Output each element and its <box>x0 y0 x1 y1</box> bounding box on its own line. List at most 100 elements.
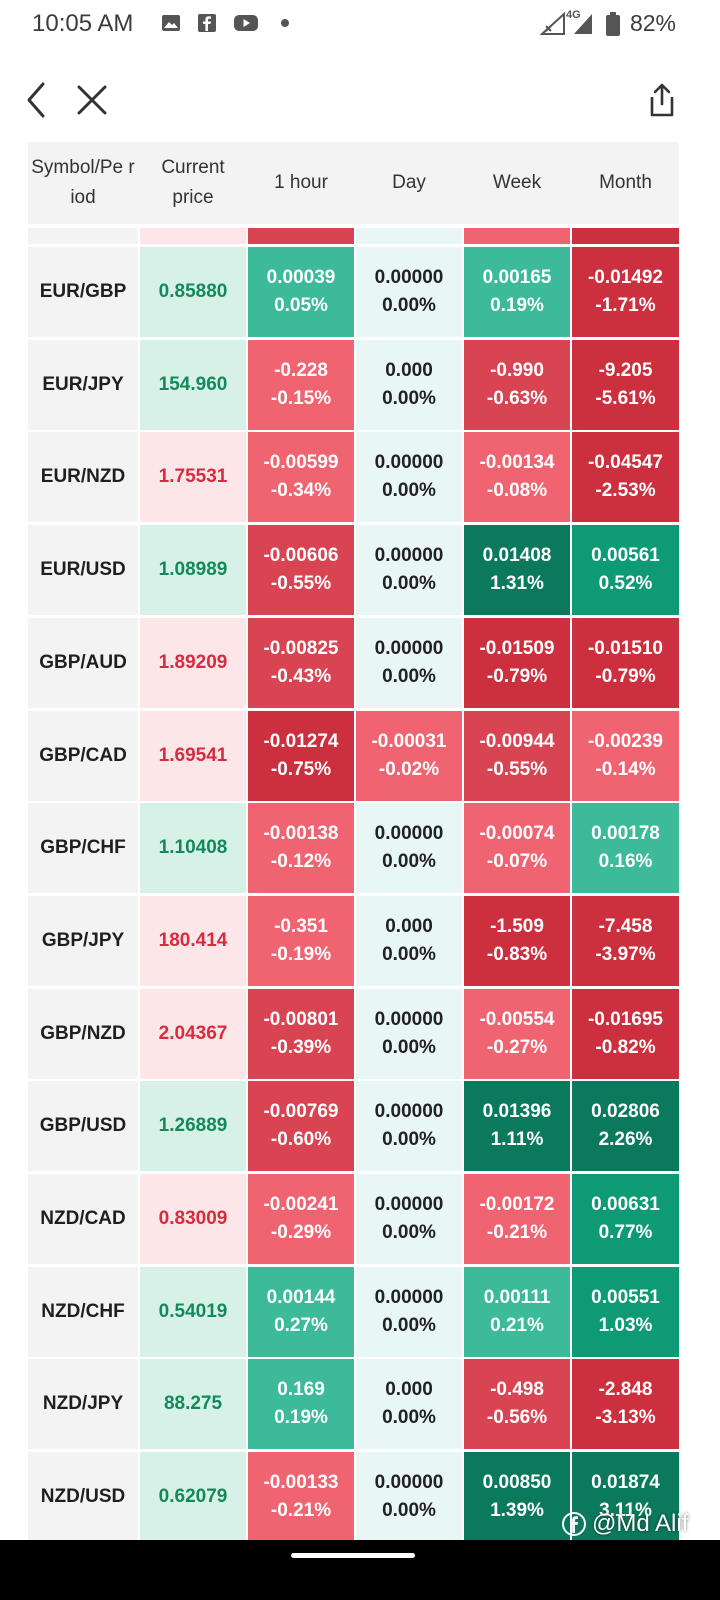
watermark-text: @Md Alif <box>592 1510 689 1537</box>
table-row[interactable]: EUR/GBP 0.85880 0.00039 0.05% 0.00000 0.00% 0.… <box>28 247 679 337</box>
close-button[interactable] <box>70 78 114 122</box>
change-value: 0.01396 <box>482 1101 552 1123</box>
facebook-logo-icon <box>562 1512 586 1536</box>
status-right: 4G 82% <box>539 8 676 37</box>
price-cell: 0.62079 <box>140 1452 246 1540</box>
change-percent: -0.07% <box>486 851 548 873</box>
change-percent: 1.39% <box>490 1500 544 1522</box>
battery-percentage: 82% <box>629 10 676 36</box>
table-row[interactable]: NZD/CHF 0.54019 0.00144 0.27% 0.00000 0.00% 0.… <box>28 1266 679 1357</box>
change-value: 0.00000 <box>374 1472 444 1494</box>
header-week[interactable]: Week <box>492 172 542 193</box>
table-row[interactable]: EUR/JPY 154.960 -0.228 -0.15% 0.000 0.00% -0.9… <box>28 339 679 430</box>
hour-change-cell: -0.00599 -0.34% <box>248 432 354 523</box>
header-1-hour[interactable]: 1 hour <box>274 172 328 193</box>
table-row[interactable]: EUR/USD 1.08989 -0.00606 -0.55% 0.00000 0.00%… <box>28 525 679 616</box>
change-value: 0.85880 <box>158 281 228 302</box>
hour-change-cell: -0.00801 -0.39% <box>248 988 354 1079</box>
day-change-cell: 0.00000 0.00% <box>356 617 462 708</box>
change-value: GBP/CAD <box>39 744 127 766</box>
table-row[interactable]: GBP/USD 1.26889 -0.00769 -0.60% 0.00000 0.00%… <box>28 1081 679 1172</box>
change-value: 0.00000 <box>374 1194 444 1215</box>
change-percent: 0.52% <box>598 573 653 595</box>
change-value: 0.00000 <box>374 1008 444 1030</box>
symbol-cell: GBP/AUD <box>28 617 138 708</box>
change-value: -0.00134 <box>479 452 555 474</box>
price-cell: 180.414 <box>140 895 246 986</box>
symbol-cell: GBP/CHF <box>28 803 138 894</box>
month-change-cell: -0.01510 -0.79% <box>572 617 679 708</box>
day-change-cell: 0.00000 0.00% <box>356 1452 462 1540</box>
header-symbol[interactable]: Symbol/Pe riod <box>31 157 135 208</box>
header-month[interactable]: Month <box>599 172 652 193</box>
day-change-cell: 0.00000 0.00% <box>356 432 462 523</box>
hour-change-cell: -0.00769 -0.60% <box>248 1081 354 1172</box>
change-value: 0.00144 <box>266 1286 336 1308</box>
change-value: -0.00138 <box>263 823 339 845</box>
hour-change-cell: -0.01274 -0.75% <box>248 710 354 801</box>
change-percent: -0.55% <box>486 758 548 780</box>
month-change-cell: 0.01874 3.11% <box>572 1452 679 1540</box>
change-value: 1.10408 <box>158 837 228 859</box>
change-value: GBP/AUD <box>39 651 127 673</box>
change-value: -7.458 <box>598 915 653 937</box>
network-label: 4G <box>565 8 581 21</box>
change-value: 0.01874 <box>591 1472 660 1494</box>
change-value: 0.00551 <box>591 1286 660 1308</box>
change-percent: -5.61% <box>595 387 656 409</box>
change-value: -0.00031 <box>371 730 447 752</box>
change-value: 0.02806 <box>591 1101 660 1123</box>
share-button[interactable] <box>640 78 684 122</box>
change-value: -0.00133 <box>263 1472 339 1494</box>
change-value: GBP/CHF <box>40 837 126 859</box>
change-value: 0.00631 <box>591 1194 660 1215</box>
change-value: -0.04547 <box>587 452 663 474</box>
price-cell: 1.10408 <box>140 803 246 894</box>
table-row[interactable]: GBP/JPY 180.414 -0.351 -0.19% 0.000 0.00% -1.5… <box>28 895 679 986</box>
change-percent: -0.12% <box>270 851 332 873</box>
symbol-cell: EUR/JPY <box>28 339 138 430</box>
change-value: 2.04367 <box>158 1022 228 1044</box>
day-change-cell: -0.00031 -0.02% <box>356 710 462 801</box>
change-value: NZD/JPY <box>42 1393 124 1415</box>
change-percent: 0.05% <box>274 295 328 316</box>
change-percent: -0.63% <box>486 387 548 409</box>
change-value: EUR/JPY <box>42 373 124 395</box>
change-percent: -0.82% <box>595 1036 656 1058</box>
change-value: NZD/CHF <box>41 1300 125 1322</box>
header-current-price[interactable]: Current price <box>161 157 225 208</box>
table-row[interactable]: GBP/NZD 2.04367 -0.00801 -0.39% 0.00000 0.00%… <box>28 988 679 1079</box>
change-value: 88.275 <box>163 1393 223 1415</box>
day-change-cell: 0.000 0.00% <box>356 339 462 430</box>
change-value: 1.69541 <box>158 744 228 766</box>
home-indicator[interactable] <box>291 1553 415 1558</box>
change-percent: 0.00% <box>382 295 436 316</box>
back-button[interactable] <box>14 78 58 122</box>
table-row[interactable]: GBP/AUD 1.89209 -0.00825 -0.43% 0.00000 0.00%… <box>28 617 679 708</box>
change-value: 0.169 <box>277 1379 325 1401</box>
header-day[interactable]: Day <box>392 172 426 193</box>
partial-row-cell <box>572 228 679 244</box>
change-value: -0.00074 <box>479 823 555 845</box>
table-row[interactable]: NZD/JPY 88.275 0.169 0.19% 0.000 0.00% -0.498-… <box>28 1359 679 1450</box>
gallery-icon <box>160 12 182 34</box>
hour-change-cell: -0.00133 -0.21% <box>248 1452 354 1540</box>
change-percent: -0.75% <box>270 758 332 780</box>
change-percent: -0.14% <box>595 758 656 780</box>
table-row[interactable]: NZD/CAD 0.83009 -0.00241 -0.29% 0.00000 0.00%… <box>28 1174 679 1264</box>
table-row[interactable]: GBP/CAD 1.69541 -0.01274 -0.75% -0.00031 -0.0… <box>28 710 679 801</box>
change-value: 0.00000 <box>374 1286 444 1308</box>
change-value: 0.00850 <box>482 1472 552 1494</box>
change-value: EUR/USD <box>40 559 126 581</box>
change-value: -0.01274 <box>263 730 339 752</box>
change-percent: -0.34% <box>270 480 332 502</box>
change-value: 0.01408 <box>482 545 552 567</box>
battery-icon <box>605 11 620 36</box>
table-row[interactable]: GBP/CHF 1.10408 -0.00138 -0.12% 0.00000 0.00%… <box>28 803 679 894</box>
table-row[interactable]: NZD/USD 0.62079 -0.00133 -0.21% 0.00000 0.00%… <box>28 1452 679 1540</box>
day-change-cell: 0.000 0.00% <box>356 1359 462 1450</box>
change-percent: -0.21% <box>486 1222 548 1243</box>
table-row[interactable]: EUR/NZD 1.75531 -0.00599 -0.34% 0.00000 0.00%… <box>28 432 679 523</box>
partial-row-cell <box>356 228 462 244</box>
day-change-cell: 0.00000 0.00% <box>356 803 462 894</box>
